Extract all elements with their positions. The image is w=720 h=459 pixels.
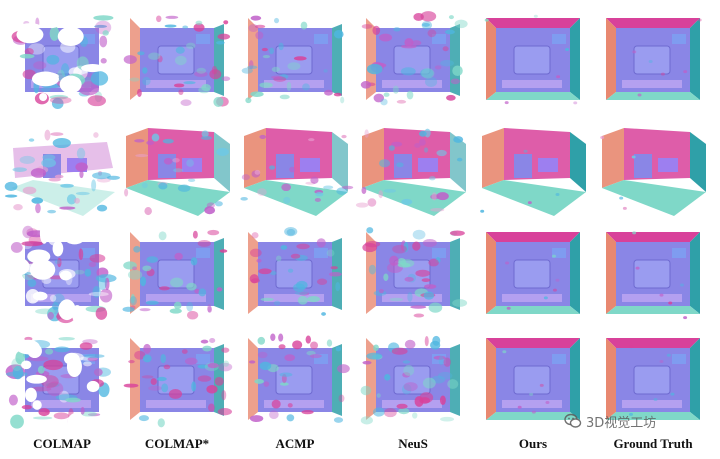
column-label: COLMAP* xyxy=(144,436,210,451)
reconstruction-image xyxy=(474,222,592,326)
column-label: Ours xyxy=(518,436,548,451)
column-label: NeuS xyxy=(398,436,428,451)
reconstruction-image xyxy=(3,118,121,222)
reconstruction-image xyxy=(474,328,592,432)
reconstruction-image xyxy=(118,8,236,112)
reconstruction-image xyxy=(354,8,472,112)
reconstruction-image xyxy=(3,328,121,432)
reconstruction-image xyxy=(594,8,712,112)
reconstruction-image xyxy=(354,328,472,432)
reconstruction-image xyxy=(118,118,236,222)
reconstruction-image xyxy=(118,222,236,326)
reconstruction-image xyxy=(594,222,712,326)
wechat-icon xyxy=(564,413,582,428)
reconstruction-image xyxy=(236,8,354,112)
reconstruction-image xyxy=(236,118,354,222)
reconstruction-image xyxy=(354,222,472,326)
column-label: COLMAP xyxy=(33,436,91,451)
reconstruction-image xyxy=(236,222,354,326)
reconstruction-image xyxy=(236,328,354,432)
reconstruction-image xyxy=(474,118,592,222)
reconstruction-image xyxy=(3,222,121,326)
watermark: 3D视觉工坊 xyxy=(564,412,657,431)
column-label: ACMP xyxy=(275,436,315,451)
reconstruction-image xyxy=(474,8,592,112)
watermark-text: 3D视觉工坊 xyxy=(586,415,657,431)
reconstruction-image xyxy=(594,118,712,222)
reconstruction-image xyxy=(3,8,121,112)
reconstruction-image xyxy=(354,118,472,222)
column-label: Ground Truth xyxy=(613,436,693,451)
reconstruction-image xyxy=(594,328,712,432)
reconstruction-image xyxy=(118,328,236,432)
